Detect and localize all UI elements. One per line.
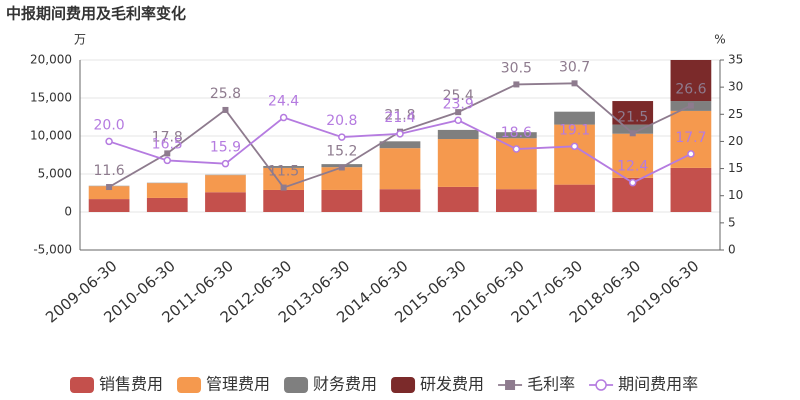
data-label: 25.4 [443,88,474,104]
y2-tick-label: 0 [728,243,736,257]
marker [338,164,345,171]
bar [263,189,304,212]
bar [496,189,537,212]
bar [205,175,246,193]
y2-tick-label: 35 [728,53,743,67]
bar [437,129,479,140]
marker [629,130,636,137]
legend-swatch [177,377,202,393]
y-tick-label: -5,000 [33,243,72,257]
legend-marker [505,380,516,390]
data-label: 25.8 [210,86,241,102]
bar [146,183,188,198]
marker [279,113,288,122]
y2-tick-label: 5 [728,215,736,229]
bar [612,133,654,178]
y2-tick-label: 15 [728,161,743,175]
legend-marker [595,379,607,391]
marker [163,156,172,165]
y-tick-label: 5,000 [38,167,72,181]
marker [338,133,346,141]
legend-swatch [70,377,94,393]
marker [396,130,404,138]
bar [670,110,712,168]
marker [222,106,229,113]
marker [513,81,520,88]
legend-label: 财务费用 [313,375,377,394]
data-label: 18.6 [501,125,532,141]
bar [437,186,479,212]
data-label: 20.8 [326,113,357,129]
data-label: 21.4 [384,110,415,126]
chart-title: 中报期间费用及毛利率变化 [6,5,186,23]
marker [106,184,113,191]
bar [263,166,304,168]
data-label: 12.4 [617,159,648,175]
legend-label: 销售费用 [99,375,163,394]
bar [146,197,188,212]
legend-swatch [284,377,309,393]
bar [554,184,595,212]
data-label: 17.8 [152,129,183,145]
bar [379,189,421,212]
bar [554,111,595,125]
y2-tick-label: 25 [728,107,743,121]
data-label: 17.7 [675,130,706,146]
bar [205,192,246,212]
marker [454,116,462,125]
bar [437,139,479,187]
marker [570,142,579,151]
data-label: 16.5 [152,136,183,152]
data-label: 24.4 [268,94,299,110]
bar [379,141,421,149]
bar [88,186,130,200]
bar [670,167,712,212]
data-label: 11.6 [94,163,125,179]
bar [321,167,363,190]
data-label: 21.5 [617,109,648,125]
marker [105,137,113,146]
y-tick-label: 10,000 [30,129,72,143]
legend-swatch [391,377,416,393]
y-tick-label: 0 [64,205,72,219]
data-label: 15.9 [210,140,241,156]
y2-tick-label: 10 [728,188,743,202]
marker [687,102,694,109]
marker [221,159,230,168]
bar [88,199,130,212]
y2-unit: % [714,33,725,47]
marker [164,150,171,157]
bar [612,101,654,125]
marker [571,80,578,87]
marker [280,184,287,191]
marker [687,150,695,158]
marker [628,178,637,187]
legend-label: 研发费用 [420,375,484,394]
bar [321,189,363,212]
data-label: 15.2 [326,143,357,159]
data-label: 11.5 [268,164,299,180]
data-label: 20.0 [94,117,125,133]
bar [670,60,712,102]
data-label: 21.8 [384,108,415,124]
data-label: 26.6 [675,82,706,98]
bar [496,132,537,139]
bar [379,148,421,190]
y2-tick-label: 20 [728,134,743,148]
marker [512,145,521,153]
y-tick-label: 20,000 [30,53,72,67]
legend-label: 毛利率 [527,375,575,394]
data-label: 30.7 [559,59,590,75]
data-label: 30.5 [501,60,532,76]
legend-label: 管理费用 [206,375,270,394]
data-label: 19.1 [559,122,590,138]
marker [455,109,462,116]
y-tick-label: 15,000 [30,91,72,105]
y-unit: 万 [74,33,86,47]
y2-tick-label: 30 [728,80,743,94]
legend-label: 期间费用率 [618,375,698,394]
data-label: 23.9 [443,96,474,112]
bar [612,124,654,134]
